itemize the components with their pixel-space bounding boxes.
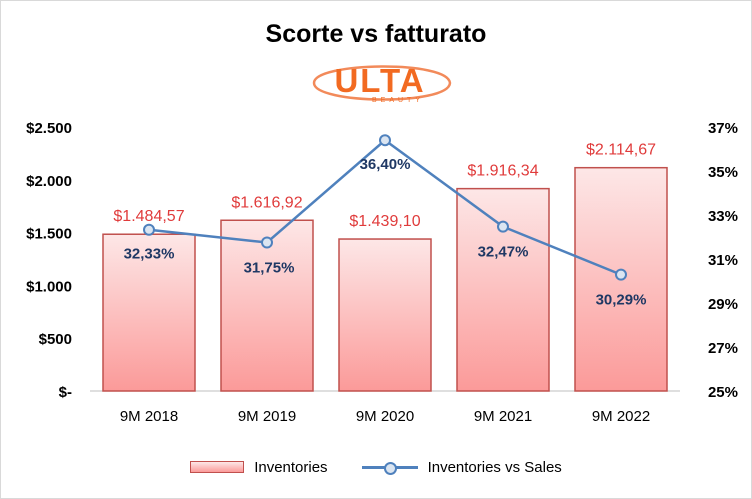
right-tick-label: 37% [708,120,738,137]
left-tick-label: $1.500 [26,226,72,243]
right-tick-label: 27% [708,340,738,357]
ratio-point [497,220,509,233]
svg-text:ULTA: ULTA [334,62,425,99]
ratio-value-label: 32,33% [124,246,175,263]
inventory-value-label: $1.916,34 [467,163,538,180]
x-tick-label: 9M 2022 [592,408,650,425]
legend-swatch-line [361,461,418,475]
ratio-value-label: 30,29% [596,292,647,309]
right-axis: 25% 27% 29% 31% 33% 35% 37% [708,120,738,401]
left-tick-label: $500 [39,331,72,348]
ratio-value-label: 32,47% [478,244,529,261]
ratio-point [615,268,627,281]
svg-text:BEAUTY: BEAUTY [372,97,424,104]
inventory-value-label: $1.439,10 [349,213,420,230]
x-tick-label: 9M 2021 [474,408,532,425]
legend-item-inventories-vs-sales: Inventories vs Sales [361,458,562,476]
left-axis: $- $500 $1.000 $1.500 $2.000 $2.500 [26,120,72,401]
legend-label-inventories: Inventories [254,458,328,476]
chart-title: Scorte vs fatturato [265,20,487,48]
ratio-point [261,236,273,249]
x-tick-label: 9M 2020 [356,408,414,425]
right-tick-label: 25% [708,384,738,401]
x-tick-label: 9M 2019 [238,408,296,425]
ulta-beauty-logo: ULTA BEAUTY [312,62,452,104]
x-axis: 9M 2018 9M 2019 9M 2020 9M 2021 9M 2022 [120,408,650,425]
ratio-point [379,134,391,147]
inventories-bars [102,166,668,392]
inventory-value-label: $2.114,67 [586,142,656,159]
right-tick-label: 33% [708,208,738,225]
ratio-point [143,223,155,236]
left-tick-label: $2.500 [26,120,72,137]
ratio-value-label: 31,75% [244,260,295,277]
right-tick-label: 29% [708,296,738,313]
inventory-bar [456,187,550,392]
inventories-vs-sales-labels: 32,33% 31,75% 36,40% 32,47% 30,29% [124,156,647,308]
inventory-value-label: $1.616,92 [231,194,302,211]
inventory-value-label: $1.484,57 [113,208,184,225]
right-tick-label: 35% [708,164,738,181]
legend-swatch-bar [190,461,245,473]
inventories-labels: $1.484,57 $1.616,92 $1.439,10 $1.916,34 $2.1… [113,142,656,230]
inventories-vs-sales-line [143,134,627,281]
legend-item-inventories: Inventories [190,458,328,476]
right-tick-label: 31% [708,252,738,269]
left-tick-label: $1.000 [26,278,72,295]
inventory-bar [220,219,314,392]
ratio-value-label: 36,40% [360,156,411,173]
inventory-bar [102,233,196,392]
legend: Inventories Inventories vs Sales [0,455,752,479]
legend-label-inventories-vs-sales: Inventories vs Sales [427,458,562,476]
left-tick-label: $2.000 [26,173,72,190]
left-tick-label: $- [59,384,72,401]
inventory-bar [338,238,432,392]
x-tick-label: 9M 2018 [120,408,178,425]
